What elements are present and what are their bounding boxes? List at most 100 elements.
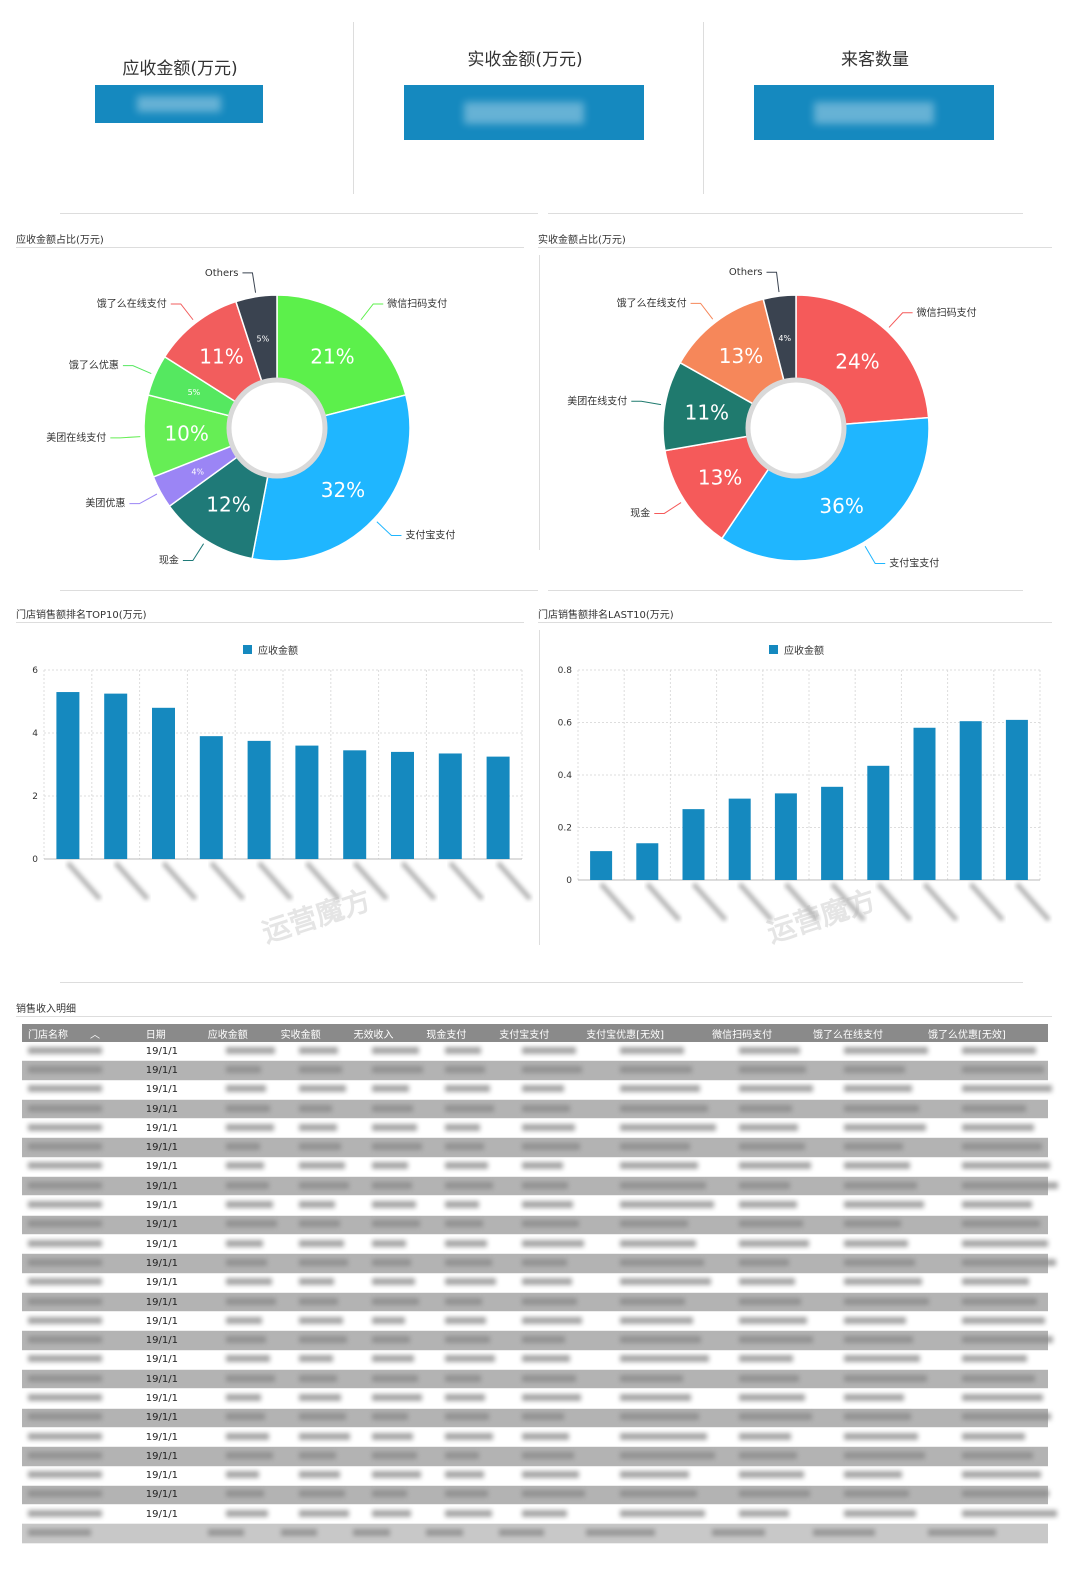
redacted-cell	[347, 1350, 421, 1371]
date-cell: 19/1/1	[139, 1311, 202, 1332]
column-header[interactable]: 饿了么优惠[无效]	[921, 1024, 1048, 1042]
redacted-cell	[807, 1466, 922, 1486]
redacted-cell	[420, 1099, 494, 1120]
redacted-cell	[706, 1350, 808, 1371]
redacted-cell	[493, 1446, 581, 1467]
redacted-cell	[347, 1273, 421, 1293]
x-tick-label-redacted	[645, 882, 682, 922]
bar	[295, 745, 319, 859]
redacted-value	[962, 1355, 1028, 1363]
redacted-cell	[347, 1176, 421, 1197]
date-cell: 19/1/1	[139, 1060, 202, 1081]
date-cell: 19/1/1	[139, 1273, 202, 1293]
slice-value-label: 11%	[199, 344, 243, 368]
x-tick-label-redacted	[784, 882, 820, 922]
redacted-value	[28, 1490, 103, 1498]
redacted-value	[962, 1065, 1045, 1073]
redacted-value	[28, 1278, 103, 1286]
redacted-value	[371, 1451, 417, 1459]
redacted-value	[962, 1220, 1040, 1228]
redacted-value	[962, 1123, 1035, 1131]
redacted-value	[962, 1374, 1036, 1382]
redacted-value	[444, 1123, 480, 1131]
redacted-value	[843, 1413, 911, 1421]
slice-value-label: 4%	[191, 468, 204, 477]
redacted-value	[738, 1413, 812, 1421]
redacted-cell	[22, 1137, 140, 1158]
pie-chart-received: 24% 微信扫码支付 36% 支付宝支付 13% 现金 11% 美团在线支付 13% 饿了么在线支…	[567, 267, 976, 569]
redacted-cell	[807, 1157, 922, 1178]
redacted-cell	[420, 1234, 494, 1255]
date-cell: 19/1/1	[139, 1118, 202, 1139]
bar-chart-last10: 0 0.2 0.4 0.6 0.8 应收金额	[558, 644, 1051, 922]
column-header[interactable]: 支付宝支付	[493, 1024, 581, 1042]
redacted-cell	[580, 1253, 707, 1274]
redacted-cell	[201, 1427, 275, 1448]
redacted-cell	[493, 1369, 581, 1390]
redacted-value	[586, 1529, 655, 1537]
redacted-cell	[706, 1369, 808, 1390]
redacted-value	[444, 1220, 483, 1228]
column-header[interactable]: 微信扫码支付	[706, 1024, 808, 1042]
table-row: 19/1/1	[22, 1099, 1048, 1120]
redacted-cell	[420, 1330, 494, 1351]
redacted-value	[962, 1239, 1048, 1247]
redacted-value	[298, 1471, 341, 1479]
redacted-value	[298, 1336, 347, 1344]
redacted-value	[280, 1529, 318, 1537]
column-header[interactable]: 支付宝优惠[无效]	[580, 1024, 707, 1042]
redacted-cell	[493, 1427, 581, 1448]
redacted-cell	[807, 1137, 922, 1158]
column-header[interactable]: 实收金额	[274, 1024, 348, 1042]
bar	[438, 753, 462, 859]
y-tick-label: 0.8	[558, 666, 573, 676]
redacted-cell	[706, 1042, 808, 1062]
redacted-cell	[347, 1504, 421, 1525]
redacted-value	[298, 1432, 350, 1440]
redacted-cell	[201, 1137, 275, 1158]
redacted-cell	[420, 1060, 494, 1081]
y-tick-label: 0	[32, 855, 38, 865]
legend-label: 应收金额	[258, 644, 298, 657]
redacted-value	[28, 1451, 103, 1459]
redacted-cell	[921, 1485, 1049, 1506]
redacted-value	[371, 1413, 409, 1421]
column-header[interactable]: 无效收入	[347, 1024, 421, 1042]
redacted-cell	[420, 1485, 494, 1506]
redacted-value	[738, 1278, 795, 1286]
column-header[interactable]: 应收金额	[201, 1024, 275, 1042]
column-header[interactable]: 日期	[139, 1024, 202, 1042]
redacted-cell	[274, 1408, 348, 1428]
redacted-cell	[807, 1195, 925, 1216]
redacted-cell	[580, 1176, 707, 1197]
x-tick-label-redacted	[257, 861, 293, 901]
redacted-cell	[493, 1080, 581, 1100]
redacted-value	[521, 1490, 585, 1498]
redacted-value	[371, 1201, 417, 1209]
slice-category-label: 饿了么优惠	[69, 359, 119, 372]
column-header[interactable]: 现金支付	[420, 1024, 494, 1042]
x-tick-label-redacted	[400, 861, 437, 901]
column-header[interactable]: 门店名称 ︿	[22, 1024, 140, 1042]
redacted-value	[962, 1162, 1050, 1170]
slice-category-label: 现金	[630, 506, 650, 519]
redacted-cell	[706, 1523, 808, 1544]
x-tick-label-redacted	[922, 882, 959, 922]
bar	[247, 740, 271, 859]
redacted-cell	[706, 1195, 808, 1216]
sort-icon[interactable]: ︿	[90, 1029, 100, 1041]
redacted-value	[843, 1162, 910, 1170]
redacted-cell	[420, 1118, 494, 1139]
divider	[538, 622, 1052, 623]
redacted-value	[738, 1451, 798, 1459]
divider	[60, 590, 538, 591]
redacted-cell	[706, 1080, 813, 1100]
redacted-value	[28, 1123, 103, 1131]
column-header[interactable]: 饿了么在线支付	[807, 1024, 922, 1042]
redacted-value	[298, 1046, 338, 1054]
redacted-cell	[580, 1099, 709, 1120]
redacted-value	[620, 1316, 694, 1324]
redacted-value	[298, 1374, 338, 1382]
redacted-cell	[706, 1234, 810, 1255]
redacted-value	[28, 1220, 103, 1228]
